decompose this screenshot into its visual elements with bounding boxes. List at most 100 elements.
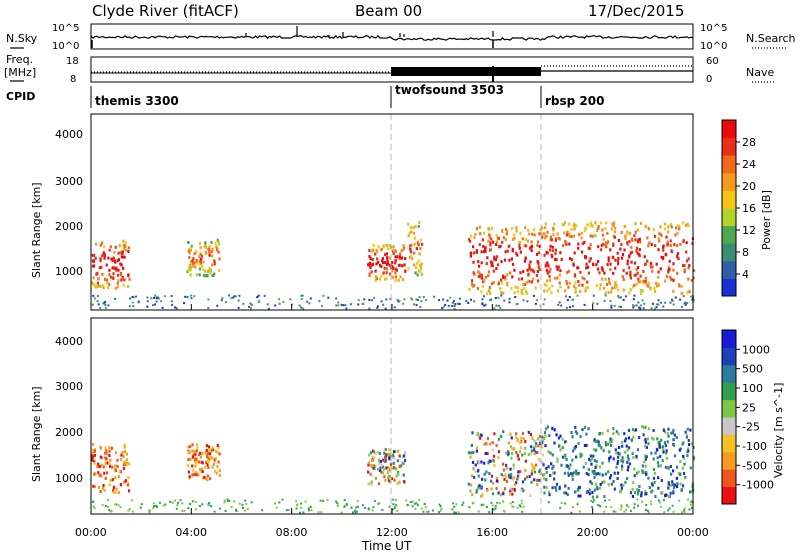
power-echo-cell [123, 247, 126, 251]
velocity-echo-cell [210, 456, 214, 460]
power-echo-cell [217, 250, 220, 254]
velocity-echo-low-cell [210, 505, 213, 508]
power-echo-cell [637, 238, 640, 242]
velocity-echo-cell [593, 488, 597, 492]
velocity-echo-cell [554, 486, 557, 489]
power-echo-cell [413, 242, 416, 246]
velocity-echo-cell [217, 446, 220, 450]
velocity-echo-cell [97, 462, 100, 466]
power-echo-low-cell [674, 296, 677, 299]
velocity-echo-cell [667, 466, 670, 470]
power-echo-low-cell [522, 299, 525, 302]
power-echo-cell [116, 281, 119, 285]
power-panel: 4000 3000 2000 1000 Slant Range [km] 481… [30, 113, 773, 311]
velocity-echo-cell [537, 457, 540, 461]
power-echo-cell [412, 231, 416, 235]
velocity-echo-cell [195, 449, 198, 453]
power-echo-cell [652, 228, 655, 232]
velocity-echo-low-cell [633, 506, 636, 509]
power-echo-cell [579, 289, 582, 293]
cpid-segment-rbsp: rbsp 200 [545, 94, 604, 108]
power-echo-cell [188, 263, 192, 267]
power-echo-cell [404, 269, 407, 273]
power-echo-low-cell [572, 298, 575, 301]
velocity-echo-cell [489, 442, 492, 446]
velocity-echo-cell [591, 495, 594, 499]
power-echo-cell [609, 268, 612, 271]
velocity-echo-cell [488, 459, 491, 463]
velocity-echo-cell [545, 427, 548, 431]
power-echo-cell [650, 243, 653, 247]
velocity-echo-low-cell [148, 511, 151, 514]
power-echo-cell [623, 225, 626, 228]
velocity-echo-cell [104, 476, 107, 480]
velocity-echo-cell [670, 431, 673, 435]
velocity-echo-cell [486, 488, 489, 492]
power-echo-cell [672, 278, 675, 282]
velocity-echo-low-cell [396, 510, 399, 513]
velocity-echo-cell [501, 462, 505, 466]
velocity-echo-cell [389, 454, 392, 458]
velocity-echo-cell [522, 437, 525, 441]
power-echo-low-cell [368, 307, 371, 310]
power-echo-cell [506, 281, 509, 285]
power-echo-cell [628, 254, 631, 258]
velocity-echo-cell [643, 460, 646, 464]
power-echo-cell [384, 253, 387, 257]
power-echo-cell [394, 255, 397, 259]
velocity-echo-cell [98, 473, 101, 477]
power-echo-cell [568, 222, 571, 226]
velocity-echo-cell [93, 460, 96, 464]
velocity-echo-cell [627, 465, 630, 469]
velocity-echo-cell [547, 450, 550, 454]
power-echo-cell [497, 282, 500, 286]
power-echo-cell [624, 234, 627, 238]
velocity-echo-low-cell [477, 510, 480, 513]
power-echo-low-cell [248, 306, 251, 308]
power-echo-cell [487, 270, 490, 274]
power-echo-cell [102, 286, 105, 290]
velocity-echo-low-cell [307, 507, 310, 510]
power-echo-cell [113, 259, 117, 263]
velocity-echo-cell [384, 478, 387, 482]
velocity-echo-low-cell [522, 505, 525, 508]
power-echo-cell [611, 286, 614, 290]
velocity-echo-cell [650, 451, 653, 455]
velocity-echo-cell [619, 490, 622, 494]
power-echo-cell [622, 268, 625, 272]
power-echo-low-cell [692, 299, 695, 302]
velocity-echo-cell [213, 458, 216, 462]
velocity-echo-cell [665, 451, 668, 455]
velocity-echo-cell [672, 486, 676, 490]
power-echo-cell [419, 238, 422, 242]
velocity-echo-cell [92, 484, 95, 488]
power-echo-cell [639, 274, 642, 278]
power-echo-cell [391, 260, 394, 264]
velocity-echo-cell [687, 447, 690, 451]
velocity-echo-cell [666, 431, 669, 435]
power-echo-cell [524, 226, 527, 230]
velocity-echo-cell [601, 481, 604, 484]
power-echo-cell [487, 239, 490, 243]
velocity-echo-low-cell [381, 508, 384, 511]
velocity-echo-cell [598, 472, 601, 476]
power-echo-low-cell [619, 305, 622, 308]
velocity-echo-cell [207, 460, 211, 464]
velocity-echo-cell [124, 463, 127, 467]
velocity-echo-cell [201, 451, 204, 455]
velocity-echo-cell [396, 459, 399, 463]
power-echo-cell [545, 234, 548, 238]
power-echo-cell [546, 261, 549, 265]
power-echo-cell [527, 228, 530, 232]
power-echo-cell [370, 270, 373, 274]
velocity-echo-low-cell [92, 505, 95, 508]
power-echo-cell [208, 245, 211, 249]
velocity-echo-cell [628, 462, 632, 466]
velocity-echo-cell [596, 472, 599, 476]
velocity-echo-cell [126, 462, 130, 465]
velocity-echo-cell [591, 491, 594, 494]
velocity-echo-cell [510, 456, 513, 460]
power-echo-low-cell [515, 303, 518, 306]
power-echo-low-cell [233, 295, 236, 298]
power-echo-cell [670, 225, 673, 229]
